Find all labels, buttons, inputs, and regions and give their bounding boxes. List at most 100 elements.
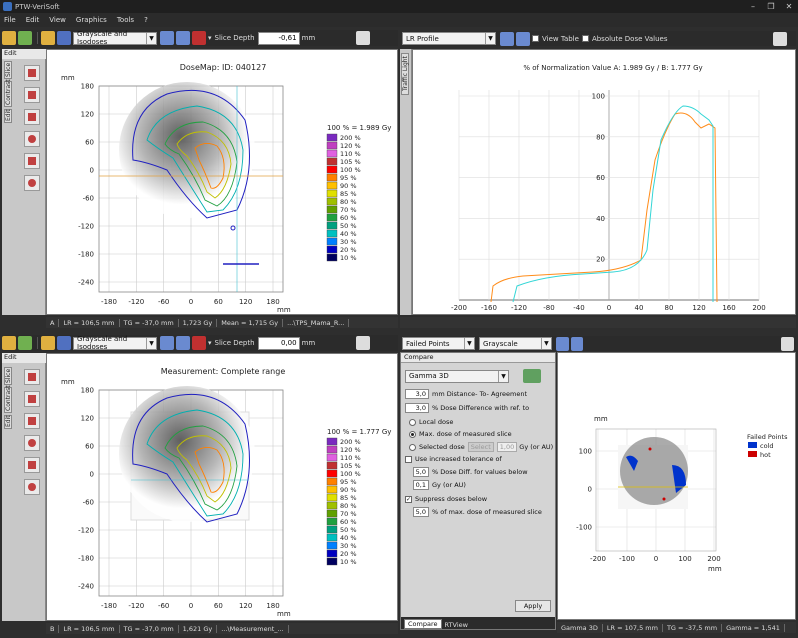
region-icon[interactable] — [24, 413, 40, 429]
menu-view[interactable]: View — [49, 16, 66, 24]
x-tick-label: -200 — [590, 555, 606, 563]
legend-label: 70 % — [340, 510, 357, 518]
export-icon[interactable] — [356, 31, 371, 45]
legend-label: 110 % — [340, 150, 361, 158]
profile-combo[interactable]: LR Profile ▼ — [402, 32, 496, 45]
absolute-dose-checkbox[interactable] — [581, 35, 589, 42]
close-button[interactable]: ✕ — [785, 2, 793, 11]
edit-tab-header[interactable]: Edit — [2, 49, 46, 59]
minimize-button[interactable]: – — [751, 2, 755, 11]
tolerance-checkbox[interactable] — [405, 455, 412, 463]
view-table-label: View Table — [542, 34, 579, 43]
swap-icon[interactable] — [160, 31, 174, 45]
gamma-plot[interactable]: mm mm 100 0 -100 -200 -100 0 100 200 Failed Points… — [558, 353, 796, 620]
save-icon[interactable] — [57, 336, 71, 350]
tab-contrast[interactable]: Contrast — [4, 79, 12, 107]
top-left-side-panel: Edit Slice Contrast Edit — [2, 49, 46, 315]
tab-traffic-light[interactable]: Traffic Light — [401, 53, 409, 95]
max-dose-radio[interactable] — [409, 430, 416, 438]
tab-rtview[interactable]: RTView — [444, 621, 468, 629]
folder-icon[interactable] — [41, 336, 55, 350]
rotate-icon[interactable] — [176, 31, 190, 45]
window-title: PTW-VeriSoft — [15, 2, 60, 11]
dosemap-plot[interactable]: DoseMap: ID: 040127mmmm180120600-60-120-… — [47, 50, 398, 315]
move-icon[interactable] — [24, 391, 40, 407]
tolerance-input[interactable]: 5,0 — [413, 467, 429, 477]
region-icon[interactable] — [24, 109, 40, 125]
failed-points-combo[interactable]: Failed Points ▼ — [402, 337, 475, 350]
export-icon[interactable] — [772, 31, 787, 46]
target-icon[interactable] — [24, 435, 40, 451]
tab-contrast[interactable]: Contrast — [4, 385, 12, 413]
suppress-input[interactable]: 5,0 — [413, 507, 429, 517]
tab-slice[interactable]: Slice — [4, 367, 12, 385]
legend-label: 40 % — [340, 534, 357, 542]
tab-edit[interactable]: Edit — [4, 109, 12, 123]
dta-input[interactable]: 3,0 — [405, 389, 429, 399]
status-id: B — [46, 624, 60, 633]
grayscale-combo[interactable]: Grayscale ▼ — [478, 337, 552, 350]
export-icon[interactable] — [781, 336, 794, 351]
color-icon[interactable] — [192, 336, 206, 350]
rotate-icon[interactable] — [570, 336, 584, 351]
select-button[interactable]: Select — [467, 442, 494, 452]
tab-compare[interactable]: Compare — [404, 619, 442, 629]
y-tick-label: 80 — [596, 133, 605, 141]
move-icon[interactable] — [24, 87, 40, 103]
status-mean: Mean = 1,715 Gy — [217, 318, 284, 327]
open-folder-icon[interactable] — [2, 336, 16, 350]
profile-plot[interactable]: % of Normalization Value A: 1.989 Gy / B… — [413, 50, 796, 315]
edit-tab-header[interactable]: Edit — [2, 353, 46, 363]
target-icon[interactable] — [24, 131, 40, 147]
new-icon[interactable] — [18, 336, 32, 350]
new-icon[interactable] — [18, 31, 32, 45]
menu-edit[interactable]: Edit — [25, 16, 40, 24]
apply-button[interactable]: Apply — [515, 600, 551, 612]
swap-icon[interactable] — [160, 336, 174, 350]
view-table-checkbox[interactable] — [532, 35, 539, 42]
legend-label: 20 % — [340, 246, 357, 254]
rotate-icon[interactable] — [176, 336, 190, 350]
display-mode-combo[interactable]: Grayscale and Isodoses ▼ — [73, 30, 157, 46]
rotate-icon[interactable] — [516, 31, 530, 46]
local-dose-radio[interactable] — [409, 418, 416, 426]
suppress-label: Suppress doses below — [415, 495, 488, 503]
tab-edit[interactable]: Edit — [4, 415, 12, 429]
dose-diff-input[interactable]: 3,0 — [405, 403, 429, 413]
swap-icon[interactable] — [500, 31, 514, 46]
folder-icon[interactable] — [41, 31, 55, 45]
y-tick-label: -180 — [78, 251, 94, 259]
slice-depth-input[interactable]: 0,00 — [257, 336, 300, 350]
status-file: ...\TPS_Mama_R... — [283, 318, 350, 327]
calculate-icon[interactable] — [523, 369, 541, 383]
reset-icon[interactable] — [24, 479, 40, 495]
tolerance-gy-input[interactable]: 0,1 — [413, 480, 429, 490]
maximize-button[interactable]: ❐ — [767, 2, 775, 11]
color-icon[interactable] — [192, 31, 206, 45]
edit-icon[interactable] — [24, 153, 40, 169]
menu-graphics[interactable]: Graphics — [75, 16, 107, 24]
measurement-plot[interactable]: Measurement: Complete rangemmmm180120600… — [47, 354, 398, 621]
edit-icon[interactable] — [24, 457, 40, 473]
suppress-checkbox[interactable]: ✓ — [405, 495, 412, 503]
slice-depth-input[interactable]: -0,61 — [257, 31, 300, 45]
menu-file[interactable]: File — [4, 16, 16, 24]
menu-help[interactable]: ? — [144, 16, 148, 24]
tab-slice[interactable]: Slice — [4, 61, 12, 79]
method-combo[interactable]: Gamma 3D ▼ — [405, 369, 509, 383]
crop-icon[interactable] — [24, 65, 40, 81]
top-left-dosemap-panel: DoseMap: ID: 040127 mm mm 180 120 60 0 -60 -120-… — [46, 49, 398, 315]
swap-icon[interactable] — [555, 336, 569, 351]
export-icon[interactable] — [356, 336, 371, 350]
crop-icon[interactable] — [24, 369, 40, 385]
selected-dose-input[interactable]: 1,00 — [496, 442, 518, 452]
legend-title: Failed Points — [747, 433, 788, 441]
bottom-left-status-bar: B LR = 106,5 mm TG = -37,0 mm 1,621 Gy .… — [46, 623, 398, 634]
display-mode-combo[interactable]: Grayscale and Isodoses ▼ — [73, 335, 157, 351]
save-icon[interactable] — [57, 31, 71, 45]
reset-icon[interactable] — [24, 175, 40, 191]
menu-tools[interactable]: Tools — [116, 16, 135, 24]
open-folder-icon[interactable] — [2, 31, 16, 45]
legend-swatch — [326, 149, 338, 158]
selected-dose-radio[interactable] — [409, 443, 416, 451]
